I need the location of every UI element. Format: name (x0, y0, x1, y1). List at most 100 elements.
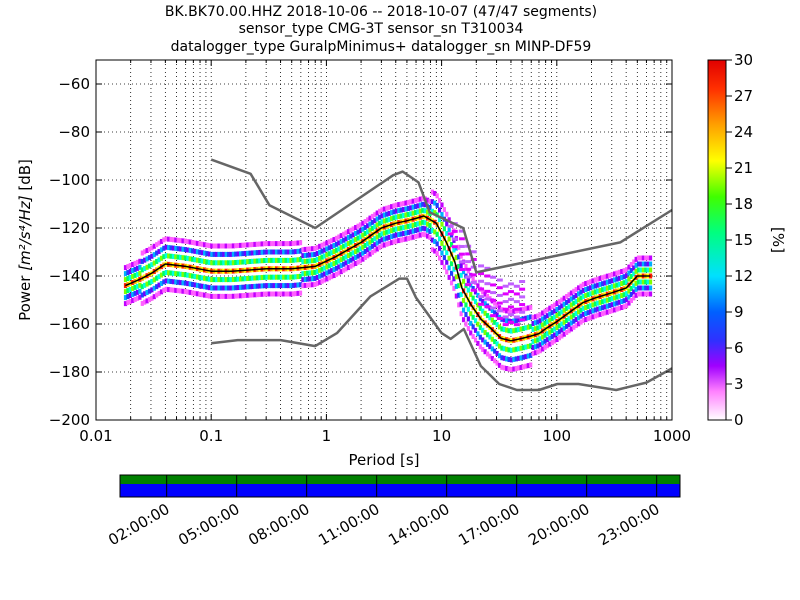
density-cell (411, 198, 415, 204)
density-cell (159, 272, 164, 278)
density-cell (138, 264, 142, 270)
density-cell (193, 290, 197, 296)
density-cell (632, 271, 636, 277)
density-cell (430, 227, 434, 233)
density-cell (589, 291, 593, 297)
density-cell (164, 244, 168, 250)
density-cell (507, 357, 511, 363)
density-cell (378, 208, 382, 214)
density-cell (478, 296, 482, 302)
density-cell (634, 268, 638, 274)
density-cell (382, 218, 387, 224)
density-cell (366, 247, 370, 253)
density-cell (470, 250, 477, 254)
density-cell (200, 241, 204, 247)
density-cell (442, 245, 446, 251)
density-cell (519, 280, 526, 284)
density-cell (188, 281, 192, 287)
density-cell (557, 329, 562, 335)
density-cell (188, 289, 192, 295)
density-cell (531, 344, 535, 350)
density-cell (260, 291, 264, 297)
density-cell (342, 237, 346, 243)
density-cell (485, 332, 490, 338)
density-cell (470, 273, 477, 277)
density-cell (644, 291, 648, 297)
density-cell (231, 285, 235, 291)
x-tick-label: 0.1 (199, 427, 223, 445)
density-cell (584, 281, 588, 287)
density-cell (181, 288, 185, 294)
density-cell (250, 275, 255, 281)
density-cell (382, 230, 387, 236)
density-cell (222, 251, 226, 257)
density-cell (543, 314, 547, 320)
density-cell (344, 230, 348, 236)
density-cell (387, 216, 391, 222)
density-cell (131, 285, 135, 291)
density-cell (514, 317, 518, 323)
density-cell (493, 348, 497, 354)
density-cell (315, 268, 319, 274)
density-cell (375, 222, 379, 228)
x-axis-label: Period [s] (348, 451, 419, 469)
density-cell (632, 283, 636, 289)
density-cell (512, 347, 516, 353)
density-cell (270, 274, 274, 280)
density-cell (380, 231, 384, 237)
density-cell (229, 251, 233, 257)
density-cell (502, 315, 509, 319)
density-cell (128, 262, 132, 268)
density-cell (428, 205, 432, 211)
density-cell (155, 292, 159, 298)
density-cell (270, 241, 274, 247)
density-cell (610, 278, 614, 284)
density-cell (358, 228, 363, 234)
density-cell (212, 285, 216, 291)
density-cell (152, 277, 156, 283)
density-cell (529, 352, 533, 358)
density-cell (620, 292, 624, 298)
density-cell (591, 284, 595, 290)
density-cell (577, 321, 581, 327)
density-cell (505, 308, 509, 314)
density-cell (152, 260, 156, 266)
density-cell (550, 316, 554, 322)
density-cell (413, 234, 418, 240)
density-cell (162, 245, 166, 251)
y-tick-label: −60 (58, 75, 90, 93)
density-cell (581, 305, 586, 311)
density-cell (128, 292, 132, 298)
density-cell (545, 337, 550, 343)
density-cell (327, 245, 331, 251)
density-cell (519, 287, 526, 291)
density-cell (392, 215, 396, 221)
density-cell (610, 296, 614, 302)
density-cell (198, 249, 202, 255)
density-cell (411, 210, 415, 216)
density-cell (176, 237, 180, 243)
density-cell (351, 256, 355, 262)
density-cell (464, 302, 468, 308)
density-cell (234, 251, 238, 257)
density-cell (150, 278, 154, 284)
density-cell (586, 286, 590, 292)
density-cell (236, 259, 240, 265)
density-cell (298, 248, 303, 254)
density-cell (541, 346, 545, 352)
density-cell (567, 328, 571, 334)
density-cell (495, 322, 499, 328)
density-cell (394, 202, 399, 208)
density-cell (135, 295, 140, 301)
density-cell (296, 248, 300, 254)
density-cell (366, 253, 370, 259)
density-cell (313, 275, 317, 281)
density-cell (147, 255, 152, 261)
density-cell (346, 253, 351, 259)
density-cell (368, 227, 372, 233)
density-cell (246, 242, 250, 248)
density-cell (648, 291, 653, 297)
density-cell (402, 213, 406, 219)
time-coverage-axis: 02:00:00 05:00:00 08:00:00 11:00:00 14:00:00… (105, 474, 681, 549)
